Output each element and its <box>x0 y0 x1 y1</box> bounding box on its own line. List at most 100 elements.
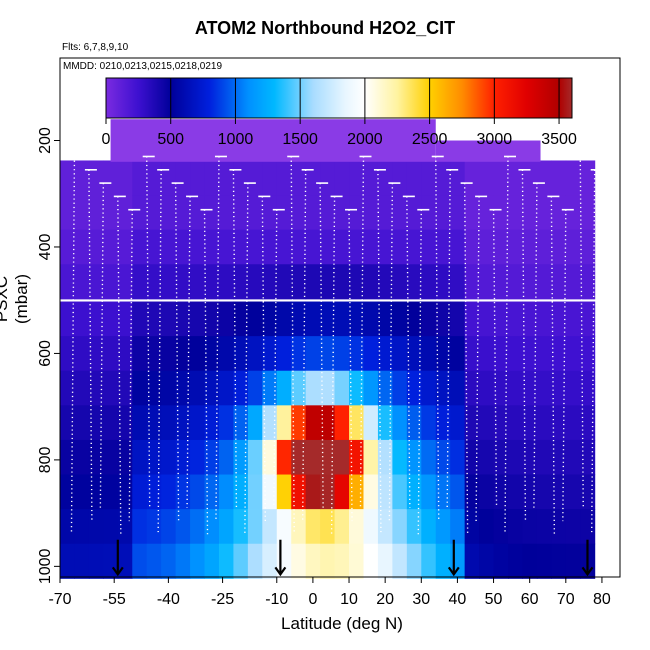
surface-arrow-head <box>111 566 124 577</box>
heatmap-cell <box>60 474 75 510</box>
heatmap-cell <box>103 301 119 337</box>
heatmap-cell <box>508 439 523 476</box>
x-tick-label: -25 <box>211 591 234 608</box>
heatmap-cell <box>508 160 523 196</box>
heatmap-cell <box>565 370 581 406</box>
heatmap-cells <box>60 119 596 579</box>
heatmap-cell <box>161 509 177 545</box>
heatmap-cell <box>204 439 220 476</box>
heatmap-cell <box>132 370 148 406</box>
heatmap-cell <box>291 195 307 231</box>
heatmap-cell <box>565 509 581 545</box>
heatmap-cell <box>536 474 552 510</box>
heatmap-cell <box>132 264 148 300</box>
heatmap-cell <box>334 336 350 372</box>
heatmap-cell <box>464 474 480 510</box>
heatmap-cell <box>464 370 480 406</box>
heatmap-cell <box>522 439 538 476</box>
heatmap-cell <box>276 474 292 510</box>
heatmap-cell <box>551 370 567 406</box>
heatmap-cell <box>103 439 119 476</box>
heatmap-cell <box>580 195 596 231</box>
heatmap-cell <box>450 509 466 545</box>
heatmap-cell <box>161 229 177 265</box>
heatmap-cell <box>551 509 567 545</box>
heatmap-cell <box>103 474 119 510</box>
surface-arrow-head <box>447 566 460 577</box>
heatmap-cell <box>392 264 408 300</box>
heatmap-cell <box>305 301 321 337</box>
heatmap-cell <box>161 474 177 510</box>
heatmap-cell <box>551 160 567 196</box>
heatmap-cell <box>132 160 148 196</box>
heatmap-cell <box>132 336 148 372</box>
heatmap-cell <box>464 301 480 337</box>
heatmap-cell <box>117 509 133 545</box>
heatmap-cell <box>110 119 436 162</box>
heatmap-cell <box>291 439 307 476</box>
heatmap-cell <box>522 370 538 406</box>
heatmap-cell <box>450 439 466 476</box>
heatmap-cell <box>334 160 350 196</box>
heatmap-cell <box>450 474 466 510</box>
heatmap-cell <box>435 439 451 476</box>
heatmap-cell <box>363 264 379 300</box>
heatmap-cell <box>479 439 495 476</box>
heatmap-cell <box>493 301 509 337</box>
heatmap-cell <box>60 195 75 231</box>
x-tick-label: 20 <box>376 591 394 608</box>
heatmap-cell <box>146 301 162 337</box>
heatmap-cell <box>522 405 538 441</box>
heatmap-cell <box>247 543 263 579</box>
heatmap-cell <box>522 543 538 579</box>
heatmap-cell <box>392 370 408 406</box>
heatmap-cell <box>117 370 133 406</box>
heatmap-cell <box>363 301 379 337</box>
heatmap-cell <box>103 229 119 265</box>
heatmap-cell <box>580 370 596 406</box>
heatmap-cell <box>493 160 509 196</box>
heatmap-cell <box>493 195 509 231</box>
heatmap-cell <box>435 264 451 300</box>
heatmap-cell <box>132 195 148 231</box>
profile-dots <box>550 196 556 535</box>
heatmap-cell <box>536 229 552 265</box>
heatmap-cell <box>320 543 336 579</box>
heatmap-cell <box>450 405 466 441</box>
heatmap-cell <box>508 195 523 231</box>
x-tick-label: 0 <box>308 591 317 608</box>
profile-dots <box>562 209 567 522</box>
profile-dots <box>492 209 498 508</box>
heatmap-cell <box>363 543 379 579</box>
heatmap-cell <box>349 405 364 441</box>
y-tick-label: 1000 <box>37 548 54 584</box>
heatmap-cell <box>363 229 379 265</box>
heatmap-cell <box>175 405 191 441</box>
heatmap-cell <box>190 301 206 337</box>
heatmap-cell <box>88 474 104 510</box>
heatmap-cell <box>508 229 523 265</box>
heatmap-cell <box>291 229 307 265</box>
heatmap-cell <box>175 264 191 300</box>
heatmap-cell <box>103 264 119 300</box>
heatmap-cell <box>233 509 249 545</box>
heatmap-cell <box>247 195 263 231</box>
heatmap-cell <box>74 229 90 265</box>
chart-title: ATOM2 Northbound H2O2_CIT <box>194 18 456 38</box>
heatmap-cell <box>276 336 292 372</box>
heatmap-cell <box>218 264 234 300</box>
heatmap-cell <box>161 405 177 441</box>
heatmap-cell <box>233 336 249 372</box>
heatmap-cell <box>262 474 278 510</box>
heatmap-cell <box>117 336 133 372</box>
heatmap-cell <box>464 229 480 265</box>
heatmap-cell <box>247 264 263 300</box>
heatmap-cell <box>406 301 422 337</box>
heatmap-cell <box>349 160 364 196</box>
heatmap-cell <box>349 301 364 337</box>
heatmap-cell <box>464 336 480 372</box>
heatmap-cell <box>175 543 191 579</box>
colorbar-tick-label: 3000 <box>477 131 513 148</box>
heatmap-cell <box>190 439 206 476</box>
heatmap-cell <box>262 509 278 545</box>
